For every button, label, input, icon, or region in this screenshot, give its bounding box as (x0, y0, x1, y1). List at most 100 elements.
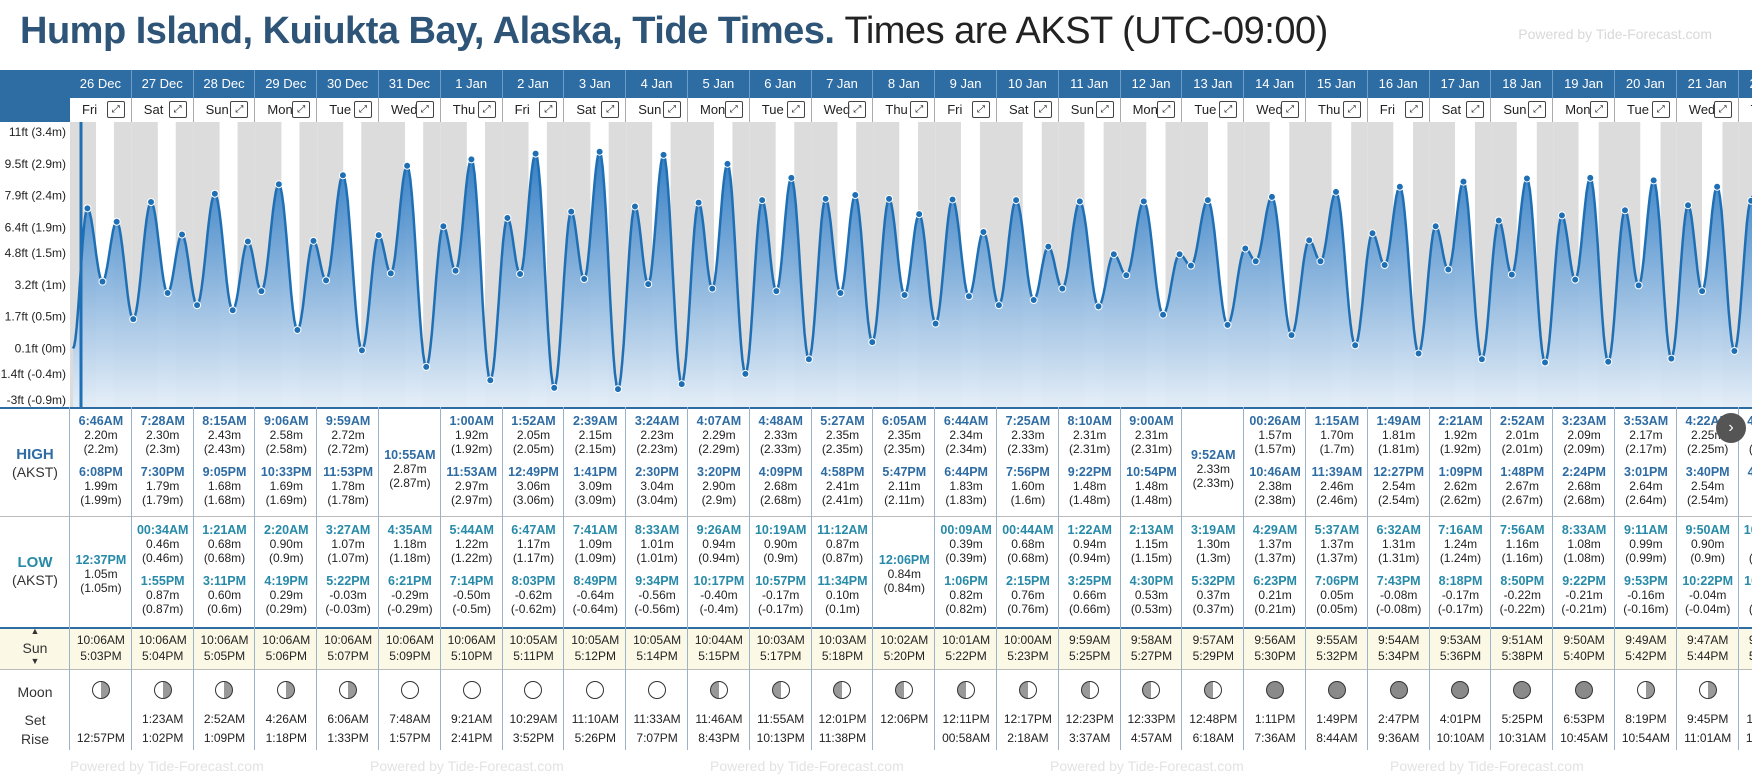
low-meters: -0.56m (638, 588, 676, 602)
expand-icon[interactable]: ⤢ (1404, 101, 1423, 118)
low-meters: 0.90m (1691, 537, 1725, 551)
high-time: 6:44AM (943, 414, 989, 428)
moon-set-rise-cell: 1:23AM 1:02PM (132, 710, 194, 748)
tide-point (1604, 357, 1613, 366)
low-time: 8:18PM (1438, 574, 1483, 588)
moon-phase-cell (503, 681, 565, 703)
expand-icon[interactable]: ⤢ (106, 101, 125, 118)
high-meters: 3.06m (516, 479, 551, 493)
date-header: 16 Jan (1367, 70, 1430, 98)
low-time: 4:30PM (1129, 574, 1174, 588)
expand-icon[interactable]: ⤢ (910, 101, 929, 118)
sunset-time: 5:38PM (1501, 649, 1543, 663)
expand-icon[interactable]: ⤢ (539, 101, 558, 118)
high-meters-alt: (2.68m) (1563, 493, 1605, 507)
expand-icon[interactable]: ⤢ (1466, 101, 1485, 118)
moon-phase-cell (1553, 681, 1615, 703)
expand-icon[interactable]: ⤢ (168, 101, 187, 118)
tide-point (1223, 320, 1232, 329)
moon-set-time: 12:11PM (942, 712, 990, 726)
expand-icon[interactable]: ⤢ (848, 101, 867, 118)
expand-icon[interactable]: ⤢ (1713, 101, 1732, 118)
expand-icon[interactable]: ⤢ (1033, 101, 1052, 118)
high-meters-alt: (1.69m) (265, 493, 307, 507)
moon-set-time: 6:53PM (1563, 712, 1605, 726)
low-tide-cell: 8:33AM 1.08m (1.08m) 9:22PM -0.21m (-0.21m) (1553, 523, 1615, 628)
expand-icon[interactable]: ⤢ (1157, 101, 1176, 118)
expand-icon[interactable]: ⤢ (1095, 101, 1114, 118)
high-meters: 2.67m (1505, 479, 1539, 493)
high-meters: 1.69m (269, 479, 303, 493)
low-meters: 0.10m (825, 588, 860, 602)
low-meters: 0.82m (949, 588, 983, 602)
expand-icon[interactable]: ⤢ (601, 101, 620, 118)
moon-phase-icon (462, 681, 481, 699)
expand-icon[interactable]: ⤢ (1528, 101, 1547, 118)
tide-point (644, 280, 653, 289)
column-divider (625, 407, 627, 750)
moon-rise-time: 5:26PM (574, 731, 616, 745)
expand-icon[interactable]: ⤢ (353, 101, 372, 118)
low-meters-alt: (0.05m) (1316, 602, 1358, 616)
tide-point (1175, 250, 1184, 259)
expand-icon[interactable]: ⤢ (786, 101, 805, 118)
low-meters-alt: (0.68m) (203, 551, 246, 565)
high-time: 1:52AM (511, 414, 556, 428)
expand-icon[interactable]: ⤢ (1280, 101, 1299, 118)
high-meters: 2.46m (1320, 479, 1354, 493)
moon-phase-icon (153, 681, 172, 699)
tide-point (1058, 284, 1067, 293)
day-name: Tue (761, 102, 784, 117)
expand-icon[interactable]: ⤢ (1342, 101, 1361, 118)
expand-icon[interactable]: ⤢ (662, 101, 681, 118)
low-time: 8:49PM (573, 574, 618, 588)
low-time: 10:17PM (693, 574, 745, 588)
high-tide-cell: 1:00AM 1.92m (1.92m) 11:53AM 2.97m (2.97m) (441, 414, 503, 519)
low-meters: -0.22m (1503, 588, 1541, 602)
day-header: Sun ⤢ (1491, 98, 1554, 122)
expand-icon[interactable]: ⤢ (971, 101, 990, 118)
low-meters: 1.31m (1382, 537, 1416, 551)
tide-point (659, 150, 668, 159)
low-meters-alt: (0.53m) (1130, 602, 1173, 616)
moon-set-time: 11:33AM (633, 712, 681, 726)
sun-times-cell: 9:49AM 5:42PM (1615, 632, 1677, 668)
moon-set-time (70, 710, 132, 729)
high-meters: 1.99m (84, 479, 118, 493)
high-meters: 1.92m (455, 428, 489, 442)
moon-set-rise-cell: 11:11PM 11:07AM (1739, 710, 1752, 748)
column-divider (1366, 407, 1368, 750)
expand-icon[interactable]: ⤢ (230, 101, 249, 118)
sunset-time: 5:09PM (389, 649, 431, 663)
low-time: 7:06PM (1315, 574, 1359, 588)
expand-icon[interactable]: ⤢ (1589, 101, 1608, 118)
scroll-right-button[interactable]: › (1716, 413, 1746, 443)
moon-rise-time: 11:07AM (1745, 731, 1752, 745)
tide-point (1380, 261, 1389, 270)
tide-point (595, 147, 604, 156)
column-divider (378, 407, 379, 750)
low-time: 8:33AM (634, 523, 680, 537)
expand-icon[interactable]: ⤢ (724, 101, 743, 118)
y-axis-label: 11ft (3.4m) (9, 125, 66, 139)
expand-icon[interactable]: ⤢ (415, 101, 434, 118)
high-tide-cell: 2:21AM 1.92m (1.92m) 1:09PM 2.62m (2.62m) (1430, 414, 1492, 519)
low-meters: 0.39m (949, 537, 983, 551)
high-time: 10:55AM (384, 448, 436, 462)
tide-point (1305, 236, 1314, 245)
expand-icon[interactable]: ⤢ (477, 101, 496, 118)
moon-set-time: 4:01PM (1439, 712, 1482, 726)
low-meters: -0.03m (329, 588, 367, 602)
expand-icon[interactable]: ⤢ (1219, 101, 1238, 118)
sunrise-time: 10:06AM (262, 633, 311, 647)
moon-set-time: 11:46AM (695, 712, 743, 726)
moon-set-time: 2:52AM (203, 712, 246, 726)
sunset-time: 5:10PM (451, 649, 493, 663)
moon-phase-icon (1327, 681, 1346, 699)
low-tide-cell: 6:47AM 1.17m (1.17m) 8:03PM -0.62m (-0.62m) (503, 523, 565, 628)
tide-point (516, 269, 525, 278)
expand-icon[interactable]: ⤢ (1651, 101, 1670, 118)
expand-icon[interactable]: ⤢ (292, 101, 311, 118)
powered-by-footer: Powered by Tide-Forecast.com (1390, 758, 1584, 774)
low-meters-alt: (-0.64m) (572, 602, 618, 616)
